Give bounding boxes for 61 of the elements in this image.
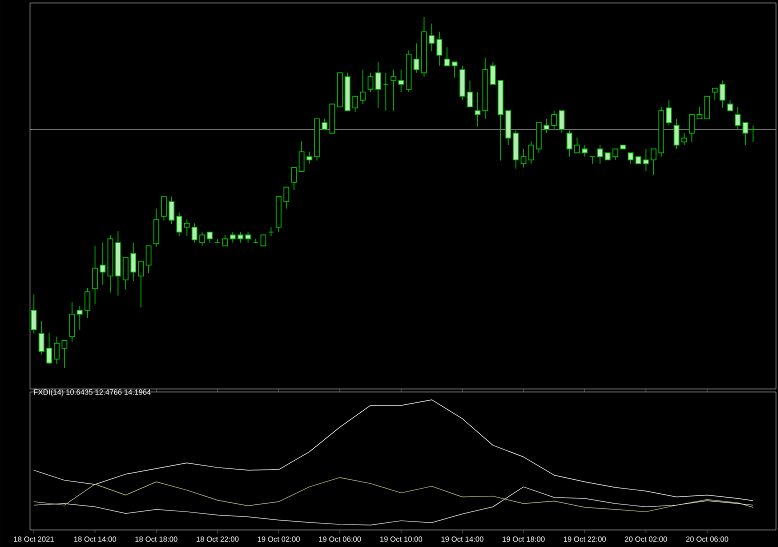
candlestick <box>84 288 90 318</box>
candlestick <box>298 140 304 172</box>
candlestick <box>260 234 266 246</box>
candlestick <box>100 242 106 286</box>
candlestick <box>62 340 68 368</box>
candlestick <box>628 152 634 164</box>
candlestick <box>38 320 44 355</box>
candlestick <box>352 96 358 112</box>
candlestick <box>268 226 274 236</box>
candlestick <box>681 132 688 146</box>
candlestick <box>360 69 366 104</box>
candlestick <box>597 144 603 164</box>
candlestick <box>612 148 618 160</box>
candlestick <box>414 42 420 74</box>
candlestick <box>46 332 52 364</box>
candlestick <box>444 46 450 66</box>
candlestick <box>92 245 98 305</box>
candlestick <box>122 256 128 290</box>
candlestick <box>230 232 236 244</box>
candlestick <box>551 110 557 130</box>
candlestick <box>528 140 534 164</box>
candlestick <box>382 72 389 112</box>
candlestick <box>206 232 213 244</box>
candlestick <box>30 294 37 334</box>
candlestick <box>720 80 726 108</box>
candlestick <box>750 125 756 142</box>
candlestick <box>184 219 190 236</box>
candlestick <box>696 106 702 120</box>
candlestick <box>130 242 136 282</box>
candlestick <box>368 72 374 93</box>
candlestick <box>283 186 290 210</box>
candlestick <box>452 62 458 78</box>
candlestick <box>558 110 565 134</box>
candlestick <box>582 144 588 158</box>
candlestick <box>199 232 206 246</box>
candlestick <box>688 114 695 142</box>
candlestick <box>520 148 526 168</box>
candlestick <box>712 88 718 101</box>
candlestick <box>138 260 144 308</box>
candlestick <box>734 106 741 130</box>
candlestick <box>54 336 60 364</box>
candlestick <box>291 167 297 190</box>
candlestick <box>474 92 480 127</box>
candlestick <box>544 118 550 134</box>
candlestick <box>76 306 83 330</box>
candlestick <box>742 122 748 146</box>
candlestick <box>222 234 228 246</box>
candlestick <box>192 222 198 244</box>
candlestick <box>69 302 75 342</box>
candlestick <box>666 100 672 126</box>
candlestick <box>176 212 182 236</box>
candlestick <box>704 96 710 120</box>
candlestick <box>146 245 152 274</box>
candlestick <box>590 156 596 164</box>
candlestick <box>674 118 680 150</box>
candlestick <box>214 238 220 244</box>
candlestick <box>375 62 381 108</box>
candlestick <box>727 100 733 112</box>
candlestick <box>428 23 435 52</box>
candlestick <box>467 80 473 108</box>
candlestick <box>436 31 442 66</box>
